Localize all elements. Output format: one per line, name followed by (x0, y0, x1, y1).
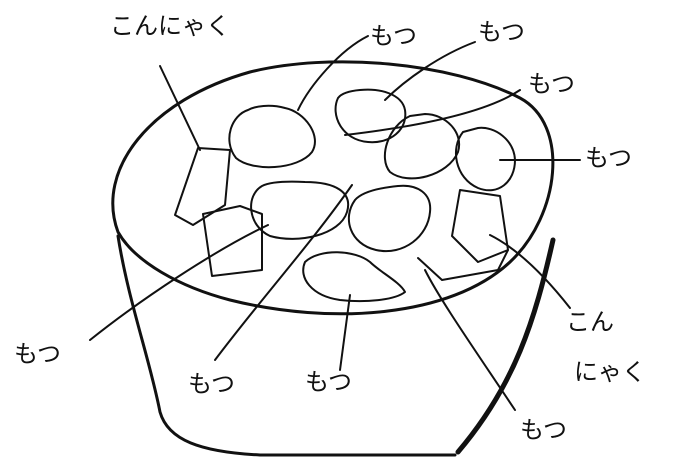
leader-konnyaku-top (159, 65, 201, 151)
konnyaku-piece-right (451, 189, 509, 263)
leader-konnyaku-right (489, 234, 571, 309)
pot-body-right (455, 237, 556, 455)
label-motsu-bottom-1: もつ (188, 370, 236, 398)
label-motsu-top-2: もつ (478, 18, 526, 46)
leader-motsu-top-1 (297, 35, 369, 111)
leader-motsu-bottom-2 (339, 294, 351, 371)
leader-motsu-bottom-right (424, 269, 516, 411)
konnyaku-piece-front (202, 205, 263, 277)
leader-motsu-top-2 (384, 41, 476, 101)
leader-motsu-top-right (344, 89, 521, 136)
label-konnyaku-right-2: にゃく (574, 358, 646, 386)
label-motsu-top-right: もつ (528, 70, 576, 98)
motsu-piece-4 (455, 126, 516, 192)
leader-motsu-bottom-1 (214, 184, 353, 361)
label-motsu-right: もつ (585, 144, 633, 172)
motsu-piece-7 (302, 251, 406, 303)
label-motsu-left: もつ (14, 340, 62, 368)
konnyaku-piece-left (174, 147, 231, 226)
motsu-piece-3 (383, 113, 461, 180)
label-konnyaku-top: こんにゃく (110, 12, 230, 40)
label-motsu-top-1: もつ (370, 22, 418, 50)
pot-rim (111, 60, 555, 316)
label-konnyaku-right-1: こん (566, 308, 614, 336)
motsu-piece-5 (250, 180, 350, 240)
motsu-piece-1 (228, 104, 316, 169)
konnyaku-piece-right-2 (417, 249, 509, 281)
pot-body-left (116, 234, 457, 457)
motsu-piece-6 (347, 184, 432, 253)
label-motsu-bottom-right: もつ (520, 416, 568, 444)
leader-motsu-left (89, 224, 269, 341)
label-motsu-bottom-2: もつ (305, 368, 353, 396)
motsu-piece-2 (334, 88, 407, 144)
